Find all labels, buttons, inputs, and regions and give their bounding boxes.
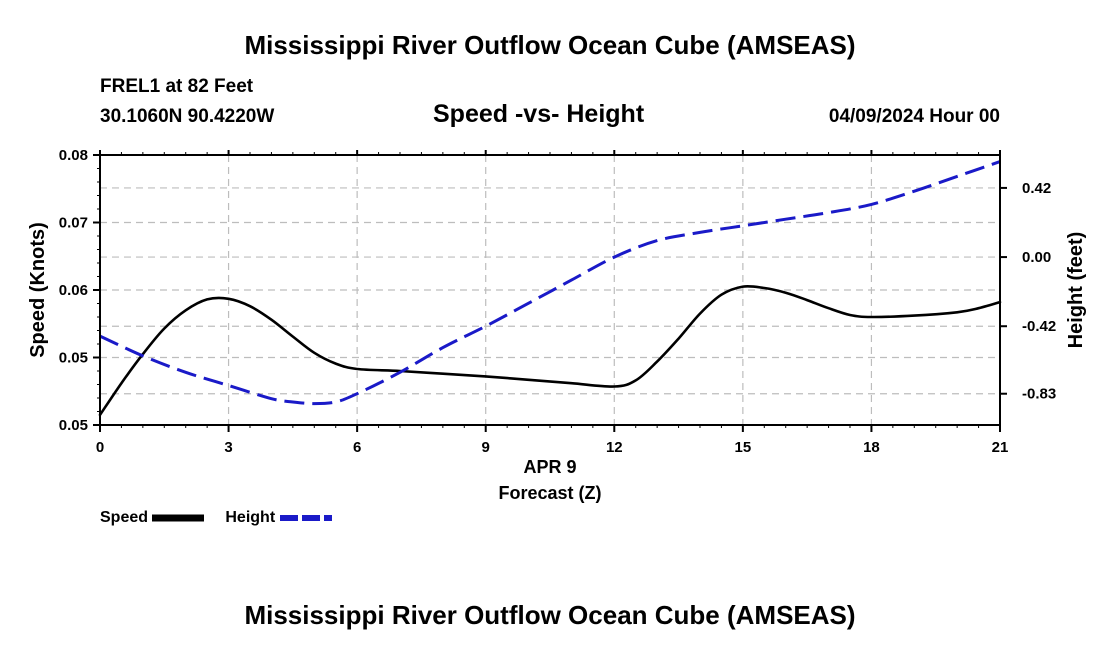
y-left-tick-label: 0.08 <box>59 147 88 164</box>
footer-title: Mississippi River Outflow Ocean Cube (AM… <box>244 600 856 630</box>
y-left-tick-label: 0.06 <box>59 282 88 299</box>
x-axis-label: Forecast (Z) <box>498 483 602 503</box>
legend-speed-label: Speed <box>100 509 149 526</box>
x-tick-label: 9 <box>482 439 490 456</box>
x-tick-label: 0 <box>96 439 104 456</box>
x-tick-label: 3 <box>224 439 232 456</box>
y-right-tick-label: 0.00 <box>1022 249 1051 266</box>
legend: Speed Height <box>100 509 332 527</box>
x-tick-label: 18 <box>863 439 880 456</box>
station-label: FREL1 at 82 Feet <box>100 76 254 97</box>
series-line-speed <box>98 284 1002 417</box>
y-axis-left-label: Speed (Knots) <box>27 222 49 358</box>
x-tick-label: 6 <box>353 439 361 456</box>
date-label: 04/09/2024 Hour 00 <box>828 106 1000 127</box>
x-axis-date-label: APR 9 <box>523 457 577 477</box>
location-label: 30.1060N 90.4220W <box>100 106 275 127</box>
legend-height-swatch <box>279 514 332 521</box>
y-right-tick-label: -0.42 <box>1022 318 1056 335</box>
chart-title: Mississippi River Outflow Ocean Cube (AM… <box>244 30 856 60</box>
series-line-height <box>99 160 1001 406</box>
legend-speed-swatch <box>152 514 205 522</box>
y-left-tick-label: 0.07 <box>59 215 88 232</box>
y-left-tick-label: 0.05 <box>59 417 88 434</box>
plot-frame <box>99 154 1001 426</box>
y-axis-right-label: Height (feet) <box>1065 232 1087 349</box>
y-right-tick-label: -0.83 <box>1022 386 1056 403</box>
x-tick-label: 21 <box>992 439 1009 456</box>
y-left-tick-label: 0.05 <box>59 350 88 367</box>
x-tick-label: 12 <box>606 439 623 456</box>
y-right-tick-label: 0.42 <box>1022 180 1051 197</box>
chart-subtitle: Speed -vs- Height <box>433 100 645 128</box>
x-tick-label: 15 <box>735 439 752 456</box>
legend-height-label: Height <box>225 509 276 526</box>
